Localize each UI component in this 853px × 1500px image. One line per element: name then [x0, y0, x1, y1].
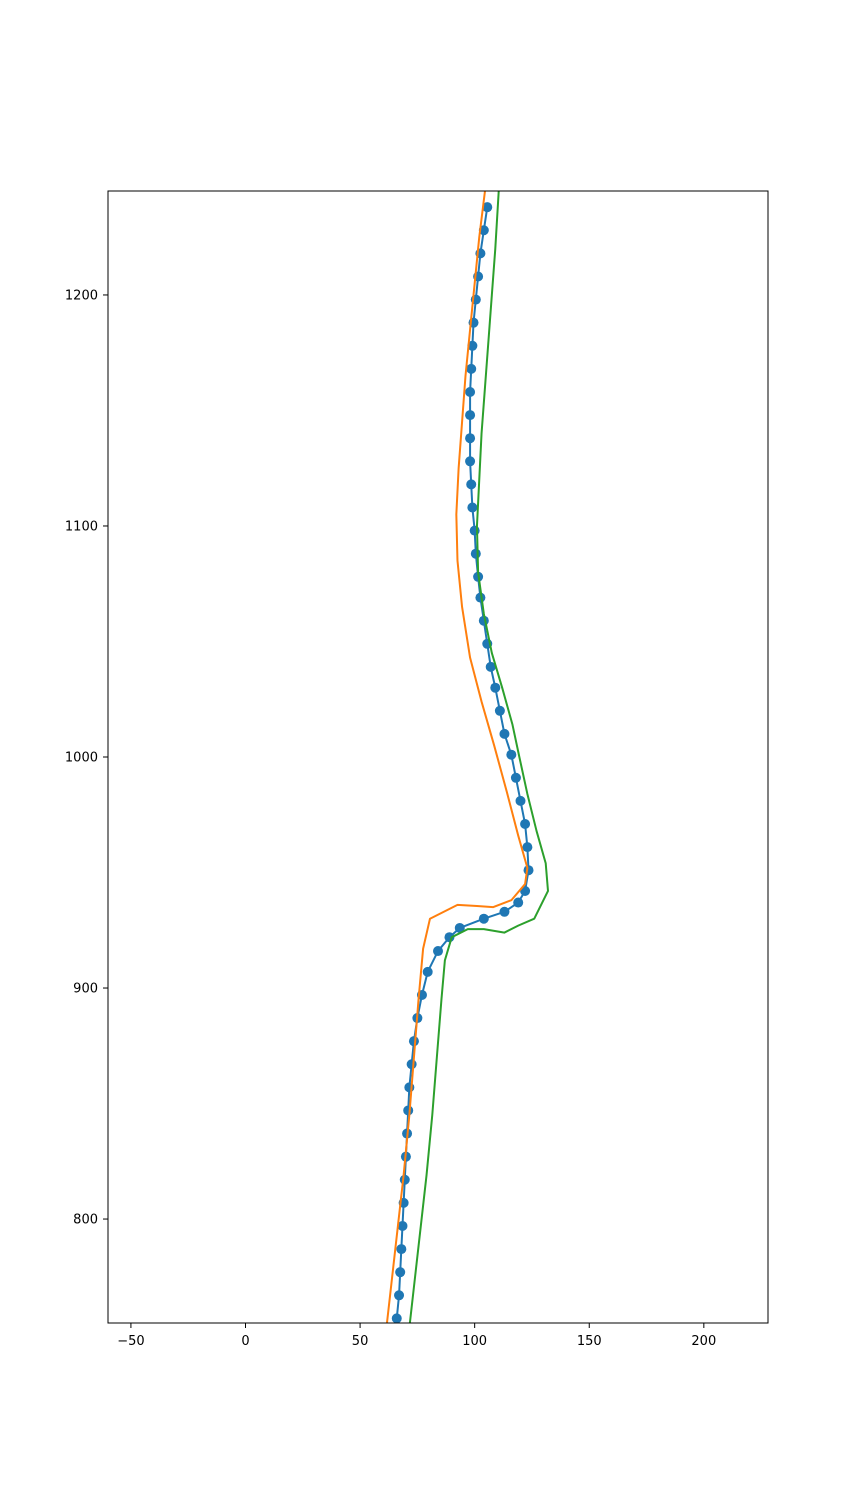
series-1-point-2: [394, 1290, 405, 1301]
series-1-point-53: [482, 202, 493, 213]
series-1-line: [395, 206, 530, 1320]
series-1-point-31: [494, 705, 505, 716]
series-1-point-5: [397, 1220, 408, 1231]
series-1-point-10: [403, 1105, 414, 1116]
series-1-point-7: [399, 1174, 410, 1185]
series-3: [408, 191, 549, 1323]
series-1-point-41: [466, 479, 477, 490]
series-1-point-1: [391, 1313, 402, 1323]
x-tick-label: 150: [577, 1334, 602, 1349]
series-1-point-32: [490, 682, 501, 693]
series-1-point-11: [404, 1082, 415, 1093]
series-3-line: [408, 191, 549, 1323]
series-1-point-38: [470, 548, 481, 559]
series-1-point-20: [478, 913, 489, 924]
y-tick-label: 1200: [65, 288, 98, 303]
series-1-point-47: [467, 340, 478, 351]
x-tick-label: −50: [117, 1334, 144, 1349]
series-1-point-4: [396, 1244, 407, 1255]
series-1-point-3: [395, 1267, 406, 1278]
series-1-point-21: [499, 906, 510, 917]
series-1-point-25: [522, 842, 533, 853]
x-axis: −50 0 50 100 150 200: [117, 1323, 716, 1349]
series-1-point-17: [433, 946, 443, 957]
y-tick-label: 1100: [65, 519, 98, 534]
plot-area-frame: [107, 190, 769, 1324]
x-tick-label: 200: [691, 1334, 716, 1349]
x-tick-label: 0: [241, 1334, 249, 1349]
series-1-point-44: [465, 410, 476, 421]
y-tick-label: 900: [73, 982, 98, 997]
y-tick-label: 1000: [65, 751, 98, 766]
series-1-point-27: [515, 795, 526, 806]
series-1-point-33: [485, 661, 496, 672]
series-1-point-30: [499, 728, 510, 739]
y-tick-label: 800: [73, 1213, 98, 1228]
series-1-point-24: [523, 865, 534, 876]
series-1-point-39: [469, 525, 480, 536]
series-1-point-29: [506, 749, 517, 760]
series-layer: [385, 191, 549, 1323]
series-1-point-19: [454, 922, 465, 933]
series-1: [391, 202, 534, 1323]
series-1-point-26: [520, 819, 531, 829]
series-1-point-46: [466, 363, 477, 374]
series-1-point-12: [406, 1059, 417, 1070]
series-1-point-40: [467, 502, 478, 513]
series-1-point-22: [513, 897, 524, 908]
x-tick-label: 100: [462, 1334, 487, 1349]
series-1-point-42: [465, 456, 476, 467]
series-2: [385, 191, 529, 1323]
series-1-point-45: [465, 386, 476, 397]
series-2-line: [385, 191, 529, 1323]
series-1-point-28: [510, 772, 521, 783]
series-1-point-43: [465, 433, 476, 444]
y-axis: 800 900 1000 1100 1200: [65, 288, 108, 1228]
series-1-point-16: [422, 966, 433, 977]
series-1-point-13: [408, 1036, 419, 1047]
x-tick-label: 50: [352, 1334, 369, 1349]
